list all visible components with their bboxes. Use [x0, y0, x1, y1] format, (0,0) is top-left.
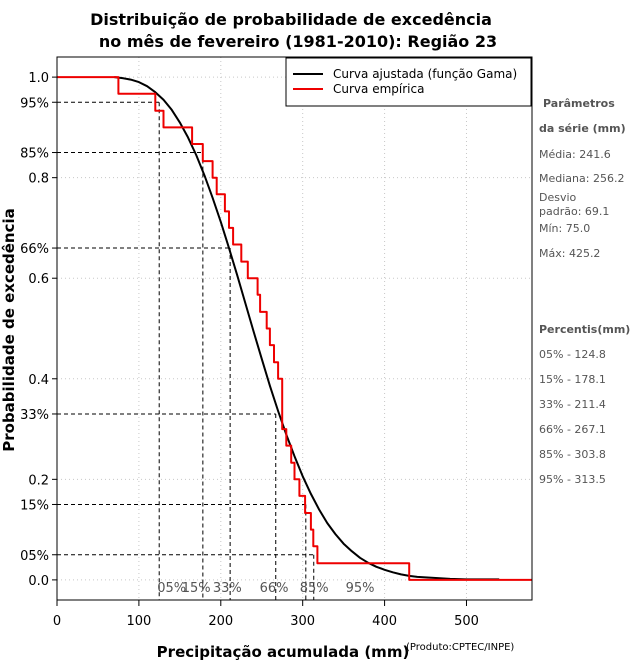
params-title-line1: Parâmetros [543, 97, 615, 110]
x-tick-label: 300 [290, 614, 315, 629]
y-tick-label: 95% [20, 96, 49, 111]
percentil-05: 05% - 124.8 [539, 348, 606, 361]
y-tick-label: 33% [20, 408, 49, 423]
percentil-33: 33% - 211.4 [539, 398, 606, 411]
grid-lines [56, 57, 532, 600]
y-tick-label: 1.0 [28, 71, 49, 86]
bottom-percentile-label: 33% [213, 581, 242, 596]
y-tick-label: 0.8 [28, 172, 49, 187]
percentil-15: 15% - 178.1 [539, 373, 606, 386]
param-mediana: Mediana: 256.2 [539, 172, 625, 185]
percentil-95: 95% - 313.5 [539, 473, 606, 486]
credit-text: (Produto:CPTEC/INPE) [406, 642, 514, 653]
chart-title: Distribuição de probabilidade de excedên… [90, 10, 492, 29]
bottom-percentile-label: 85% [300, 581, 329, 596]
legend-label-empirical: Curva empírica [333, 82, 424, 96]
series-layer [57, 76, 532, 581]
param-min: Mín: 75.0 [539, 222, 591, 235]
y-tick-label: 05% [20, 549, 49, 564]
legend-box [285, 57, 532, 107]
x-axis: 0 100 200 300 400 500 [53, 600, 479, 629]
bottom-percentile-label: 95% [346, 581, 375, 596]
y-tick-label: 0.0 [28, 574, 49, 589]
param-desvio-line1: Desvio [539, 191, 577, 204]
y-axis: 1.0 95% 85% 0.8 66% 0.6 0.4 33% 0.2 15% 05% 0.0 [20, 71, 57, 589]
bottom-percentile-labels: 05%15% 33% 66% 85% 95% [157, 581, 374, 596]
y-axis-label: Probabilidade de excedência [0, 208, 18, 452]
param-max: Máx: 425.2 [539, 247, 601, 260]
percentil-85: 85% - 303.8 [539, 448, 606, 461]
percentis-title: Percentis(mm) [539, 323, 631, 336]
y-tick-label: 0.6 [28, 272, 49, 287]
legend: Curva ajustada (função Gama) Curva empír… [285, 57, 532, 107]
legend-label-fitted: Curva ajustada (função Gama) [333, 67, 517, 81]
param-media: Média: 241.6 [539, 148, 611, 161]
y-tick-label: 0.2 [28, 473, 49, 488]
params-title-line2: da série (mm) [539, 122, 626, 135]
bottom-percentile-label: 66% [260, 581, 289, 596]
plot-frame [56, 56, 533, 601]
y-tick-label: 0.4 [28, 373, 49, 388]
y-tick-label: 85% [20, 147, 49, 162]
y-tick-label: 15% [20, 498, 49, 513]
x-axis-label: Precipitação acumulada (mm) [157, 643, 410, 660]
x-tick-label: 500 [454, 614, 479, 629]
percentil-66: 66% - 267.1 [539, 423, 606, 436]
x-tick-label: 0 [53, 614, 61, 629]
bottom-percentile-label: 05% [157, 581, 186, 596]
param-desvio-line2: padrão: 69.1 [539, 205, 610, 218]
percentile-guides [57, 101, 315, 600]
empirical-curve [57, 76, 532, 581]
x-tick-label: 400 [372, 614, 397, 629]
bottom-percentile-label: 15% [182, 581, 211, 596]
chart-subtitle: no mês de fevereiro (1981-2010): Região … [99, 32, 497, 51]
x-tick-label: 100 [126, 614, 151, 629]
x-tick-label: 200 [208, 614, 233, 629]
y-tick-label: 66% [20, 242, 49, 257]
